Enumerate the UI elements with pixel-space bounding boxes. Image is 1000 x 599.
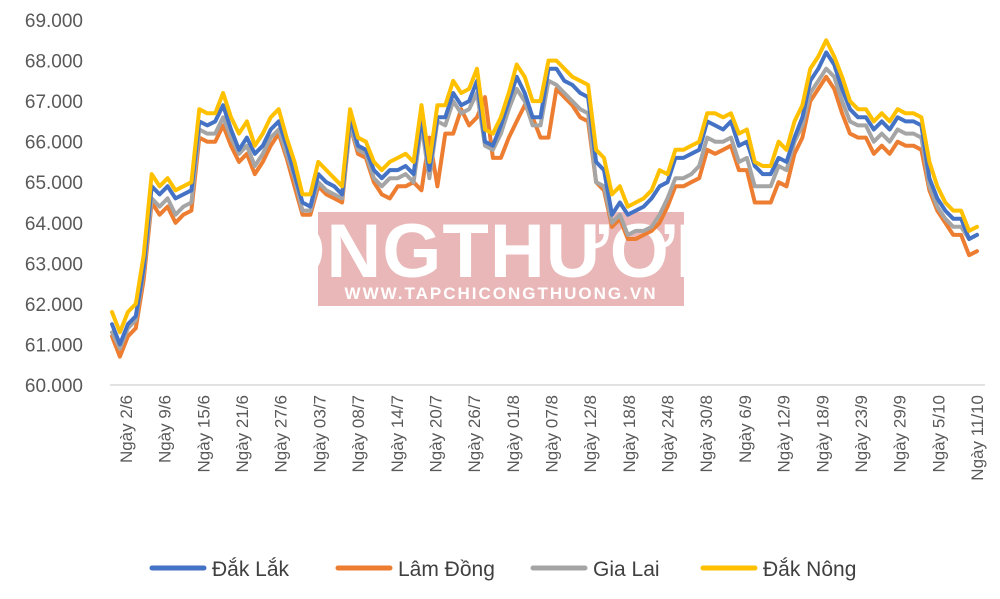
x-tick-label: Ngày 24/8 [659, 395, 678, 473]
x-tick-label: Ngày 30/8 [697, 395, 716, 473]
x-tick-label: Ngày 21/6 [233, 395, 252, 473]
y-tick-label: 65.000 [25, 173, 83, 194]
watermark-title: CÔNGTHƯƠNG [210, 209, 791, 294]
x-tick-label: Ngày 9/6 [156, 395, 175, 463]
watermark: CÔNGTHƯƠNG WWW.TAPCHICONGTHUONG.VN [210, 209, 791, 306]
series-line-0 [110, 50, 979, 347]
x-tick-label: Ngày 2/6 [117, 395, 136, 463]
x-tick-label: Ngày 18/8 [620, 395, 639, 473]
legend-label: Lâm Đồng [398, 558, 495, 581]
series-line-3 [110, 38, 979, 335]
x-tick-label: Ngày 12/9 [775, 395, 794, 473]
legend-label: Đắk Lắk [212, 558, 290, 581]
y-tick-label: 68.000 [25, 52, 83, 73]
x-tick-label: Ngày 6/9 [736, 395, 755, 463]
watermark-url: WWW.TAPCHICONGTHUONG.VN [345, 284, 658, 303]
x-tick-label: Ngày 12/8 [581, 395, 600, 473]
y-tick-label: 64.000 [25, 214, 83, 235]
x-axis-ticks: Ngày 2/6 Ngày 9/6 Ngày 15/6 Ngày 21/6 Ngày 2… [117, 395, 987, 481]
x-tick-label: Ngày 03/7 [310, 395, 329, 473]
x-tick-label: Ngày 26/7 [465, 395, 484, 473]
y-tick-label: 60.000 [25, 376, 83, 397]
x-tick-label: Ngày 15/6 [194, 395, 213, 473]
series-line-1 [110, 74, 979, 359]
x-tick-label: Ngày 27/6 [272, 395, 291, 473]
x-tick-label: Ngày 11/10 [968, 395, 987, 481]
y-axis-ticks: 60.000 61.000 62.000 63.000 64.000 65.000 66.0… [25, 11, 83, 397]
y-tick-label: 67.000 [25, 92, 83, 113]
legend-label: Gia Lai [593, 558, 660, 581]
x-tick-label: Ngày 08/7 [349, 395, 368, 473]
x-tick-label: Ngày 5/10 [929, 395, 948, 473]
series-lines [110, 38, 979, 359]
x-tick-label: Ngày 07/8 [543, 395, 562, 473]
y-tick-label: 61.000 [25, 335, 83, 356]
legend-label: Đắk Nông [763, 558, 856, 581]
y-tick-label: 66.000 [25, 133, 83, 154]
y-tick-label: 69.000 [25, 11, 83, 32]
x-tick-label: Ngày 23/9 [852, 395, 871, 473]
x-tick-label: Ngày 20/7 [426, 395, 445, 473]
x-tick-label: Ngày 18/9 [813, 395, 832, 473]
y-tick-label: 63.000 [25, 254, 83, 275]
legend: Đắk Lắk Lâm Đồng Gia Lai Đắk Nông [149, 558, 856, 581]
y-tick-label: 62.000 [25, 295, 83, 316]
x-tick-label: Ngày 14/7 [388, 395, 407, 473]
x-tick-label: Ngày 01/8 [504, 395, 523, 473]
x-tick-label: Ngày 29/9 [891, 395, 910, 473]
